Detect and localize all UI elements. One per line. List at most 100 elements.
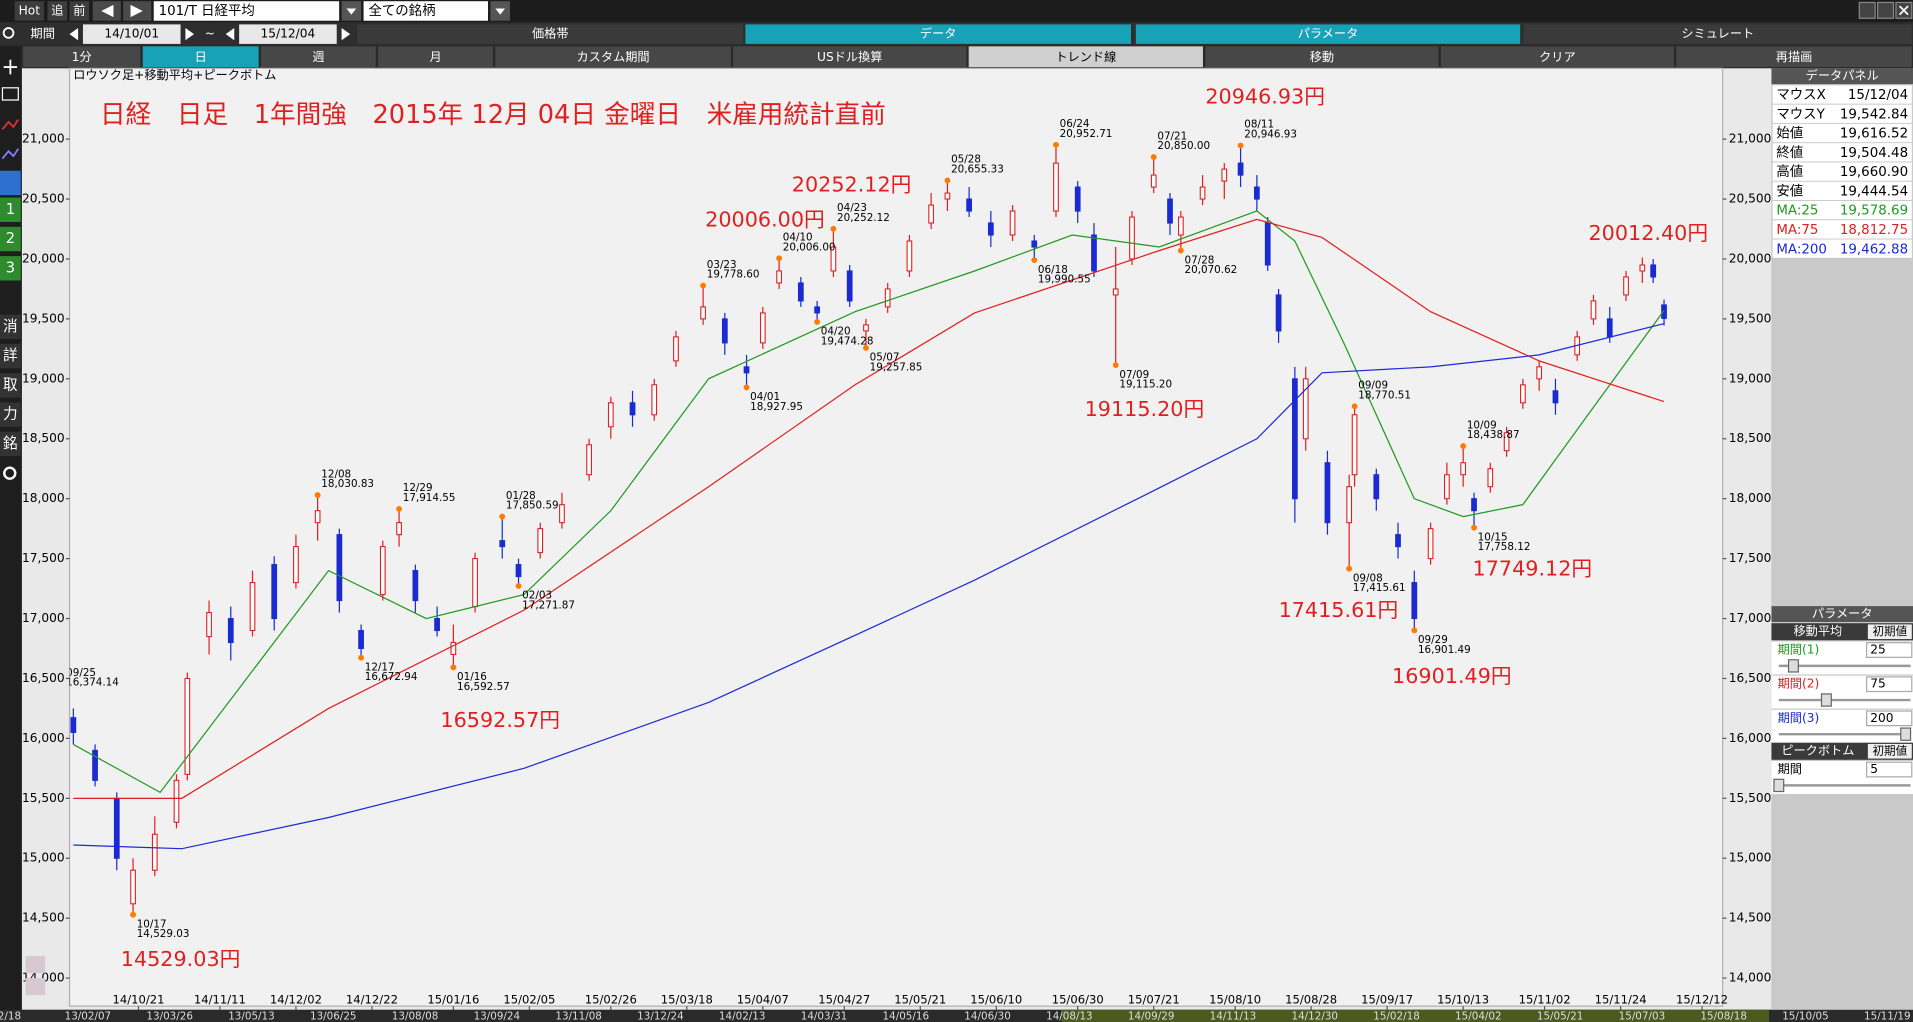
tool-button[interactable]: [0, 197, 21, 222]
tab[interactable]: [1523, 24, 1912, 44]
data-row-label: マウスY: [1776, 106, 1825, 122]
scroller-label: 13/06/25: [310, 1011, 357, 1022]
peak-date: 02/03: [522, 590, 552, 602]
slider-knob[interactable]: [1820, 693, 1832, 707]
minimize-button[interactable]: [1858, 1, 1876, 19]
left-toolbar: [0, 46, 21, 1022]
scroller-label: 15/02/18: [1373, 1011, 1420, 1022]
candle-body: [776, 270, 782, 284]
tool-button[interactable]: [0, 343, 21, 369]
mini-icon[interactable]: [25, 978, 46, 996]
scroller-label: 13/11/08: [555, 1011, 602, 1022]
tab[interactable]: [1135, 24, 1521, 44]
param-input[interactable]: [1866, 642, 1913, 658]
peak-marker: [1237, 142, 1244, 149]
param-value: 25: [1870, 643, 1886, 657]
tab[interactable]: [357, 24, 743, 44]
x-tick-label: 15/08/10: [1209, 993, 1261, 1007]
hot-button[interactable]: [14, 1, 44, 21]
candle-body: [1346, 486, 1353, 524]
interval-button[interactable]: [1205, 46, 1439, 68]
data-row-value: 19,616.52: [1840, 127, 1908, 142]
prev-button[interactable]: [69, 1, 90, 21]
peak-marker: [1346, 565, 1353, 572]
param-input[interactable]: [1866, 710, 1913, 727]
moving-average-line: [73, 218, 1665, 799]
tool-button[interactable]: [0, 373, 21, 398]
follow-button[interactable]: [47, 1, 68, 21]
camera-icon[interactable]: [1, 87, 19, 101]
candle-body: [499, 540, 506, 548]
line-icon[interactable]: [1, 119, 20, 130]
universe-select[interactable]: [363, 1, 489, 21]
to-input[interactable]: [239, 24, 337, 44]
slider-knob[interactable]: [1900, 727, 1912, 741]
peak-date: 01/28: [506, 490, 536, 502]
maximize-button[interactable]: [1877, 1, 1895, 19]
candle-body: [151, 833, 158, 871]
interval-button[interactable]: [495, 46, 731, 68]
from-input[interactable]: [82, 24, 181, 44]
param-value: 5: [1870, 762, 1878, 776]
slider-knob[interactable]: [1787, 659, 1799, 673]
flag-icon[interactable]: [0, 170, 21, 196]
data-row-label: MA:200: [1776, 242, 1827, 257]
tool-button[interactable]: [0, 256, 21, 281]
candle-body: [846, 270, 853, 302]
scroller-range[interactable]: [1061, 1009, 1770, 1022]
interval-button[interactable]: [23, 46, 141, 68]
param-input[interactable]: [1866, 676, 1913, 693]
back-icon: [101, 4, 114, 18]
scroller-label: 15/10/05: [1782, 1011, 1829, 1022]
to-forward[interactable]: [341, 28, 351, 41]
data-row-label: 高値: [1776, 163, 1803, 180]
peak-value: 18,927.95: [750, 401, 803, 413]
candle-body: [928, 204, 934, 224]
reset-button[interactable]: [1867, 743, 1912, 759]
param-label: 期間(1): [1778, 643, 1820, 657]
slider-knob[interactable]: [1773, 778, 1785, 793]
tool-button[interactable]: [0, 314, 21, 340]
search-icon[interactable]: [2, 27, 15, 39]
mini-icon[interactable]: [25, 956, 46, 974]
peak-value: 20,946.93: [1244, 129, 1297, 141]
tab-group: 価格帯 データ パラメータ シミュレート: [357, 24, 1912, 44]
candle-body: [1503, 432, 1510, 452]
peak-value: 19,778.60: [707, 269, 760, 281]
interval-button[interactable]: [1676, 46, 1912, 68]
line-icon[interactable]: [1, 148, 20, 160]
peak-marker: [814, 319, 821, 325]
y-tick-label: 16,000: [22, 731, 65, 745]
tool-button[interactable]: [0, 226, 21, 252]
interval-button[interactable]: [968, 46, 1203, 68]
from-forward[interactable]: [185, 28, 194, 41]
symbol-input[interactable]: [153, 1, 340, 21]
peak-value: 17,914.55: [403, 492, 456, 504]
interval-button[interactable]: [142, 46, 259, 68]
interval-button[interactable]: [378, 46, 493, 68]
tool-button[interactable]: [0, 431, 21, 457]
interval-button[interactable]: [1440, 46, 1674, 68]
dropdown-icon: [495, 8, 506, 15]
from-back[interactable]: [69, 28, 79, 41]
to-back[interactable]: [225, 28, 235, 41]
peak-marker: [515, 583, 522, 589]
scroller-labels: 12/18 13/02/07 13/03/26 13/05/13 13/06/25 13/…: [0, 1011, 1911, 1022]
tool-button[interactable]: [0, 402, 21, 427]
data-row-value: 19,542.84: [1840, 107, 1908, 122]
reset-button[interactable]: [1867, 624, 1912, 640]
candle-body: [1253, 186, 1260, 200]
scroller-label: 13/08/08: [392, 1011, 439, 1022]
scroller-label: 15/04/02: [1455, 1011, 1502, 1022]
tab[interactable]: [745, 24, 1131, 44]
settings-icon[interactable]: [3, 466, 17, 480]
param-input[interactable]: [1866, 761, 1913, 778]
add-icon[interactable]: [3, 59, 18, 75]
peak-value: 20,850.00: [1157, 140, 1210, 152]
peak-date: 04/10: [783, 232, 813, 244]
interval-button[interactable]: [261, 46, 376, 68]
interval-button[interactable]: [733, 46, 967, 68]
candle-body: [1471, 498, 1477, 512]
candle-body: [1460, 462, 1467, 476]
candle-body: [314, 510, 321, 524]
